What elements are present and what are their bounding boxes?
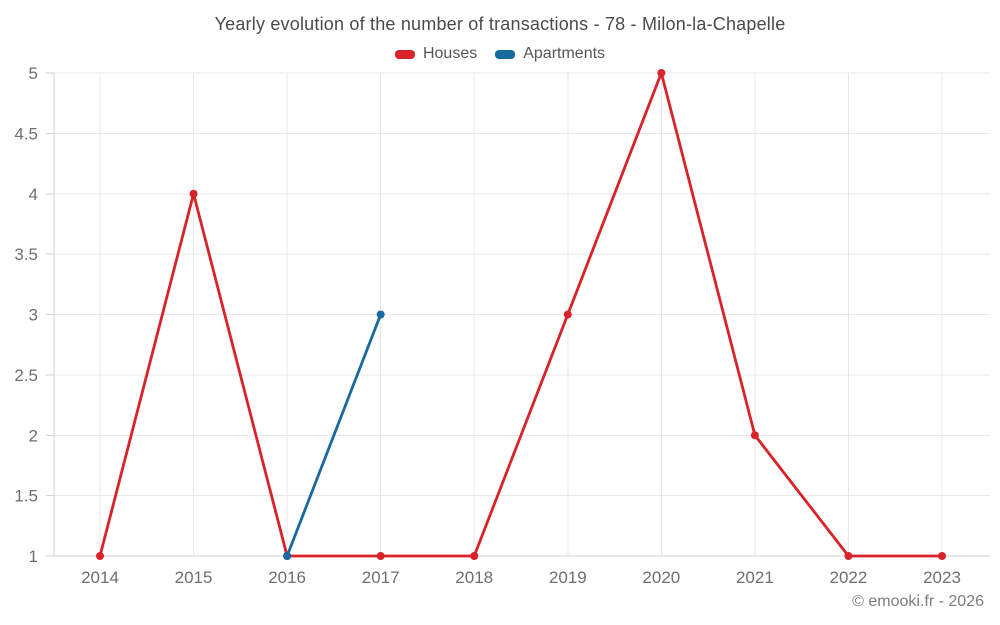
point-houses-2022[interactable] <box>844 552 853 560</box>
x-tick-label-2017: 2017 <box>362 568 400 587</box>
point-houses-2023[interactable] <box>938 552 946 560</box>
series-line-houses <box>98 71 944 558</box>
point-apartments-2016[interactable] <box>283 552 292 560</box>
x-tick-label-2021: 2021 <box>736 568 774 587</box>
point-houses-2018[interactable] <box>470 552 479 560</box>
y-tick-label-4: 4 <box>29 185 38 204</box>
point-apartments-2017[interactable] <box>376 310 385 319</box>
point-houses-2015[interactable] <box>189 189 198 198</box>
x-tick-label-2022: 2022 <box>830 568 868 587</box>
y-tick-label-5: 5 <box>29 64 38 83</box>
point-houses-2019[interactable] <box>563 310 572 319</box>
x-tick-label-2015: 2015 <box>175 568 213 587</box>
legend-label-apartments: Apartments <box>523 45 606 62</box>
point-houses-2014[interactable] <box>96 552 104 560</box>
chart-title: Yearly evolution of the number of transa… <box>214 14 786 34</box>
y-tick-label-3.5: 3.5 <box>14 245 38 264</box>
legend-label-houses: Houses <box>422 45 478 62</box>
legend: Houses Apartments <box>0 45 1000 63</box>
apartments-legend-swatch-icon <box>495 49 516 59</box>
y-tick-label-1: 1 <box>29 547 38 566</box>
series-line-apartments <box>285 313 383 558</box>
y-tick-label-2: 2 <box>29 426 38 445</box>
x-tick-label-2020: 2020 <box>642 568 680 587</box>
y-tick-label-3: 3 <box>29 306 38 325</box>
y-tick-label-1.5: 1.5 <box>14 487 38 506</box>
houses-legend-swatch-icon <box>394 49 415 59</box>
x-tick-label-2014: 2014 <box>81 568 119 587</box>
point-houses-2020[interactable] <box>657 69 666 77</box>
legend-item-houses[interactable]: Houses <box>394 45 478 63</box>
x-tick-label-2019: 2019 <box>549 568 587 587</box>
x-tick-label-2023: 2023 <box>923 568 961 587</box>
y-tick-label-4.5: 4.5 <box>14 124 38 143</box>
point-houses-2021[interactable] <box>750 431 759 440</box>
y-tick-label-2.5: 2.5 <box>14 366 38 385</box>
legend-item-apartments[interactable]: Apartments <box>495 45 605 63</box>
point-houses-2017[interactable] <box>376 552 385 560</box>
x-tick-label-2016: 2016 <box>268 568 306 587</box>
credit-watermark: © emooki.fr - 2026 <box>852 593 984 610</box>
x-tick-label-2018: 2018 <box>455 568 493 587</box>
